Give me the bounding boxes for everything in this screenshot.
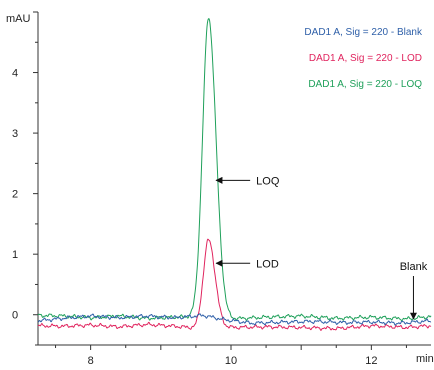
series-line-2 <box>37 18 432 322</box>
legend-entry: DAD1 A, Sig = 220 - Blank <box>304 27 423 38</box>
x-axis-unit-label: min <box>416 353 434 365</box>
x-ticks: 8 10 12 <box>55 345 407 367</box>
annotation-label-lod: LOD <box>256 258 279 270</box>
y-tick-label: 3 <box>12 128 18 140</box>
y-tick-label: 4 <box>12 68 18 80</box>
legend-entry: DAD1 A, Sig = 220 - LOD <box>309 53 422 64</box>
y-tick-label: 1 <box>12 249 18 261</box>
y-tick-label: 2 <box>12 189 18 201</box>
series-line-0 <box>37 313 432 326</box>
series-line-1 <box>37 238 432 331</box>
legend-entry: DAD1 A, Sig = 220 - LOQ <box>308 79 422 90</box>
annotation-label-loq: LOQ <box>256 175 280 187</box>
y-axis-unit-label: mAU <box>6 13 31 25</box>
annotations: LOQ LOD Blank <box>215 175 428 320</box>
x-tick-label: 8 <box>88 355 94 367</box>
legend: DAD1 A, Sig = 220 - Blank DAD1 A, Sig = 2… <box>304 27 423 90</box>
x-tick-label: 10 <box>225 355 237 367</box>
annotation-label-blank: Blank <box>400 261 428 273</box>
x-tick-label: 12 <box>365 355 377 367</box>
y-ticks: 0 1 2 3 4 <box>12 11 38 346</box>
series-layer <box>37 18 432 331</box>
y-tick-label: 0 <box>12 310 18 322</box>
